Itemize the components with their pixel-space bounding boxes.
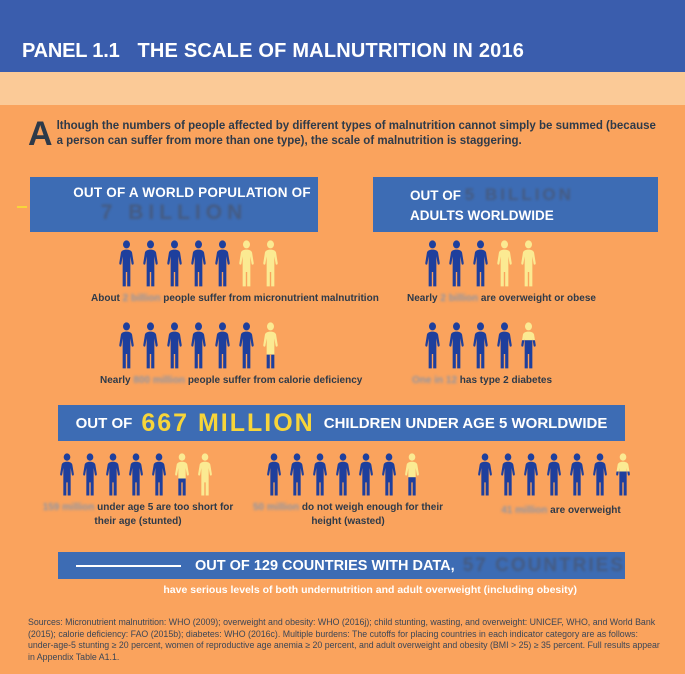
- person-icon: [140, 240, 161, 288]
- pictogram-group-calorie-deficiency: [116, 322, 281, 370]
- sources-note: Sources: Micronutrient malnutrition: WHO…: [28, 617, 660, 662]
- adults-worldwide-box: OUT OF 5 BILLION ADULTS WORLDWIDE: [373, 177, 658, 232]
- pictogram-group-diabetes: [422, 322, 539, 370]
- adults-line2: ADULTS WORLDWIDE: [410, 208, 554, 223]
- person-icon: [126, 453, 146, 497]
- person-icon: [544, 453, 564, 497]
- caption-child-overweight: 41 million are overweight: [501, 505, 621, 516]
- person-icon: [422, 240, 443, 288]
- person-icon: [567, 453, 587, 497]
- person-icon: [195, 453, 215, 497]
- yellow-tick-mark: [17, 206, 27, 208]
- person-icon: [475, 453, 495, 497]
- pictogram-group-stunted: [57, 453, 215, 497]
- person-icon: [80, 453, 100, 497]
- children-banner-number: 667 MILLION: [141, 408, 315, 437]
- person-icon: [103, 453, 123, 497]
- person-icon: [422, 322, 443, 370]
- panel-header: PANEL 1.1 THE SCALE OF MALNUTRITION IN 2…: [0, 0, 685, 72]
- person-icon: [236, 240, 257, 288]
- panel-title: THE SCALE OF MALNUTRITION IN 2016: [137, 40, 525, 62]
- person-icon: [260, 322, 281, 370]
- dropcap: A: [28, 115, 53, 153]
- person-icon: [212, 240, 233, 288]
- person-icon: [470, 240, 491, 288]
- person-icon: [402, 453, 422, 497]
- person-icon: [140, 322, 161, 370]
- pictogram-group-wasted: [264, 453, 422, 497]
- person-icon: [116, 240, 137, 288]
- person-icon: [494, 322, 515, 370]
- person-icon: [590, 453, 610, 497]
- caption-wasted: 50 million do not weigh enough for their…: [253, 502, 443, 527]
- person-icon: [260, 240, 281, 288]
- person-icon: [498, 453, 518, 497]
- person-icon: [172, 453, 192, 497]
- countries-subline: have serious levels of both undernutriti…: [163, 584, 577, 596]
- caption-stunted: 159 million under age 5 are too short fo…: [42, 502, 234, 527]
- person-icon: [333, 453, 353, 497]
- world-population-box: OUT OF A WORLD POPULATION OF 7 BILLION: [30, 177, 318, 232]
- caption-adult-overweight: Nearly 2 billion are overweight or obese: [407, 293, 596, 304]
- pictogram-group-adult-overweight: [422, 240, 539, 288]
- person-icon: [446, 322, 467, 370]
- caption-micronutrient: About 2 billion people suffer from micro…: [91, 293, 379, 304]
- person-icon: [521, 453, 541, 497]
- person-icon: [57, 453, 77, 497]
- person-icon: [446, 240, 467, 288]
- banner-rule: [76, 564, 182, 567]
- adults-number: 5 BILLION: [464, 185, 574, 204]
- adults-line1: OUT OF 5 BILLION: [410, 185, 574, 204]
- person-icon: [356, 453, 376, 497]
- person-icon: [164, 240, 185, 288]
- countries-banner: OUT OF 129 COUNTRIES WITH DATA, 57 COUNT…: [58, 552, 625, 579]
- person-icon: [470, 322, 491, 370]
- person-icon: [518, 322, 539, 370]
- pictogram-group-child-overweight: [475, 453, 633, 497]
- person-icon: [379, 453, 399, 497]
- caption-calorie-deficiency: Nearly 800 million people suffer from ca…: [100, 375, 363, 386]
- person-icon: [116, 322, 137, 370]
- person-icon: [310, 453, 330, 497]
- children-banner: OUT OF 667 MILLION CHILDREN UNDER AGE 5 …: [58, 405, 625, 441]
- world-population-line1: OUT OF A WORLD POPULATION OF: [73, 185, 311, 200]
- person-icon: [149, 453, 169, 497]
- intro-text: lthough the numbers of people affected b…: [56, 120, 656, 147]
- person-icon: [188, 240, 209, 288]
- person-icon: [212, 322, 233, 370]
- countries-number: 57 COUNTRIES: [462, 554, 625, 576]
- person-icon: [264, 453, 284, 497]
- person-icon: [236, 322, 257, 370]
- panel-label: PANEL 1.1: [22, 40, 120, 62]
- peach-band-divider: [0, 72, 685, 105]
- pictogram-group-micronutrient: [116, 240, 281, 288]
- person-icon: [164, 322, 185, 370]
- person-icon: [518, 240, 539, 288]
- caption-diabetes: One in 12 has type 2 diabetes: [412, 375, 553, 386]
- person-icon: [188, 322, 209, 370]
- world-population-number: 7 BILLION: [100, 201, 248, 224]
- person-icon: [287, 453, 307, 497]
- person-icon: [613, 453, 633, 497]
- person-icon: [494, 240, 515, 288]
